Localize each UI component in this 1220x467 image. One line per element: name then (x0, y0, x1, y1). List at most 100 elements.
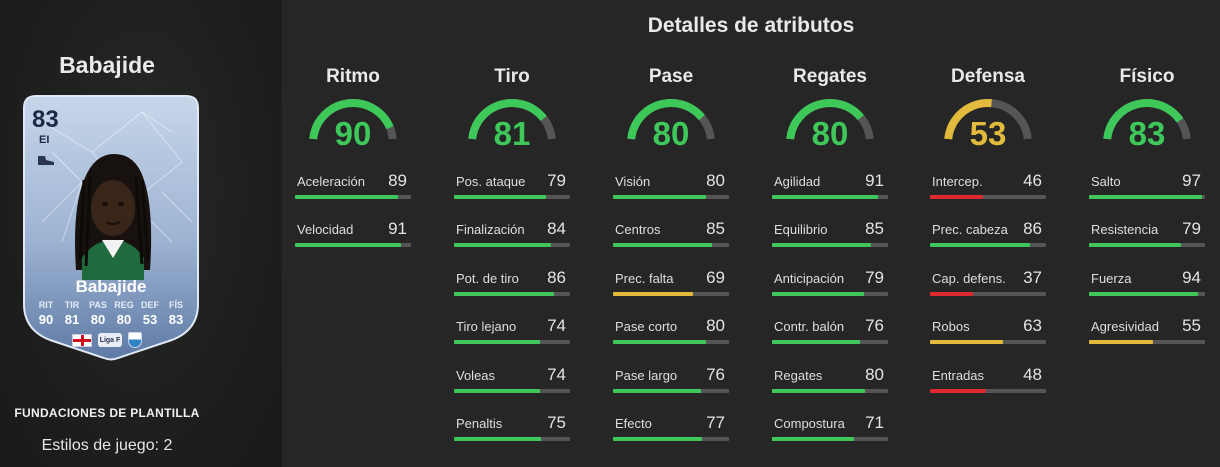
attribute-label: Agresividad (1091, 319, 1159, 334)
card-stat-value: 83 (168, 312, 184, 327)
player-card[interactable]: 83 EI Babajide RIT TIR PAS REG DEF FÍS (22, 92, 200, 362)
player-name: Babajide (59, 52, 155, 78)
attribute-label: Tiro lejano (456, 319, 517, 334)
attribute-bar-fill (1089, 292, 1199, 296)
attribute-bar (1089, 340, 1205, 344)
foundations-label: FUNDACIONES DE PLANTILLA (14, 406, 200, 420)
category-rating: 80 (652, 115, 690, 152)
attribute-row: Tiro lejano 74 (454, 316, 570, 350)
attribute-bar (613, 389, 729, 393)
attribute-row: Resistencia 79 (1089, 219, 1205, 253)
attribute-row: Pase corto 80 (613, 316, 729, 350)
attribute-bar (454, 195, 570, 199)
gauge-fill (786, 99, 864, 140)
attribute-bar-fill (454, 243, 552, 247)
playstyles-count[interactable]: Estilos de juego: 2 (41, 437, 173, 454)
attribute-value: 74 (547, 365, 566, 384)
attribute-bar (1089, 292, 1205, 296)
attribute-label: Pos. ataque (456, 174, 526, 189)
attribute-bar-fill (1089, 195, 1202, 199)
attribute-label: Centros (615, 222, 661, 237)
card-stat-value: 80 (90, 312, 106, 327)
attribute-row: Salto 97 (1089, 171, 1205, 205)
card-stat-label: TIR (64, 300, 80, 310)
attribute-label: Agilidad (774, 174, 821, 189)
attribute-bar (930, 243, 1046, 247)
attribute-bar-fill (613, 340, 706, 344)
card-stat-value: 81 (64, 312, 80, 327)
card-stat-value: 53 (142, 312, 158, 327)
attribute-bar (613, 195, 729, 199)
attribute-bar (454, 437, 570, 441)
attribute-bar (454, 292, 570, 296)
attribute-label: Entradas (932, 368, 985, 383)
attribute-bar (930, 340, 1046, 344)
attribute-bar-fill (772, 243, 871, 247)
attribute-bar-fill (772, 437, 855, 441)
attribute-bar (772, 340, 888, 344)
card-stat-label: FÍS (168, 300, 183, 310)
category-rating: 81 (493, 115, 531, 152)
category-gauge (1103, 99, 1191, 140)
attribute-label: Penaltis (456, 416, 503, 431)
attribute-bar-fill (613, 195, 706, 199)
attribute-value: 79 (1182, 219, 1201, 238)
attribute-label: Fuerza (1091, 271, 1132, 286)
attribute-value: 79 (547, 171, 566, 190)
attribute-label: Efecto (615, 416, 652, 431)
attribute-value: 86 (1023, 219, 1042, 238)
attribute-value: 97 (1182, 171, 1201, 190)
attribute-label: Resistencia (1091, 222, 1159, 237)
attribute-row: Anticipación 79 (772, 268, 888, 302)
attribute-row: Compostura 71 (772, 413, 888, 447)
category-gauge (309, 99, 397, 140)
category-rating: 90 (334, 115, 372, 152)
player-photo (75, 154, 152, 280)
attribute-row: Equilibrio 85 (772, 219, 888, 253)
attribute-value: 80 (706, 316, 725, 335)
attribute-bar-fill (454, 389, 540, 393)
card-player-name: Babajide (75, 277, 147, 296)
category-gauge (786, 99, 874, 140)
attribute-value: 76 (706, 365, 725, 384)
attribute-label: Velocidad (297, 222, 354, 237)
attribute-bar-fill (295, 195, 399, 199)
card-stat-label: RIT (38, 300, 54, 310)
attribute-value: 76 (865, 316, 884, 335)
gauge-fill (1103, 99, 1184, 140)
attribute-bar-fill (295, 243, 401, 247)
attribute-label: Pase corto (615, 319, 678, 334)
attribute-value: 80 (706, 171, 725, 190)
attribute-bar (613, 437, 729, 441)
attribute-label: Intercep. (932, 174, 983, 189)
attribute-bar-fill (772, 195, 878, 199)
attribute-label: Prec. falta (615, 271, 674, 286)
attribute-value: 86 (547, 268, 566, 287)
attribute-bar-fill (613, 292, 694, 296)
attribute-row: Penaltis 75 (454, 413, 570, 447)
card-stat-label: REG (114, 300, 134, 310)
attribute-label: Pot. de tiro (456, 271, 519, 286)
attribute-bar (772, 389, 888, 393)
category-name: Regates (793, 66, 867, 87)
attribute-bar (454, 340, 570, 344)
attribute-value: 69 (706, 268, 725, 287)
card-position: EI (39, 134, 50, 146)
gauge-fill (309, 99, 394, 140)
attribute-row: Pot. de tiro 86 (454, 268, 570, 302)
category-name: Ritmo (326, 66, 380, 87)
category-gauge (627, 99, 715, 140)
attribute-columns: Ritmo 90 Aceleración 89 Velocidad 91 Tiro 81 Pos… (282, 0, 1220, 467)
attribute-label: Compostura (774, 416, 845, 431)
gauge-fill (944, 99, 992, 140)
category-rating: 53 (969, 115, 1007, 152)
attribute-bar (613, 292, 729, 296)
attribute-bar-fill (1089, 243, 1181, 247)
attribute-row: Robos 63 (930, 316, 1046, 350)
attribute-label: Contr. balón (774, 319, 845, 334)
attribute-row: Prec. falta 69 (613, 268, 729, 302)
attribute-label: Cap. defens. (932, 271, 1006, 286)
attribute-bar-fill (930, 340, 1004, 344)
attribute-bar-fill (930, 292, 973, 296)
category-gauge (944, 99, 1032, 140)
